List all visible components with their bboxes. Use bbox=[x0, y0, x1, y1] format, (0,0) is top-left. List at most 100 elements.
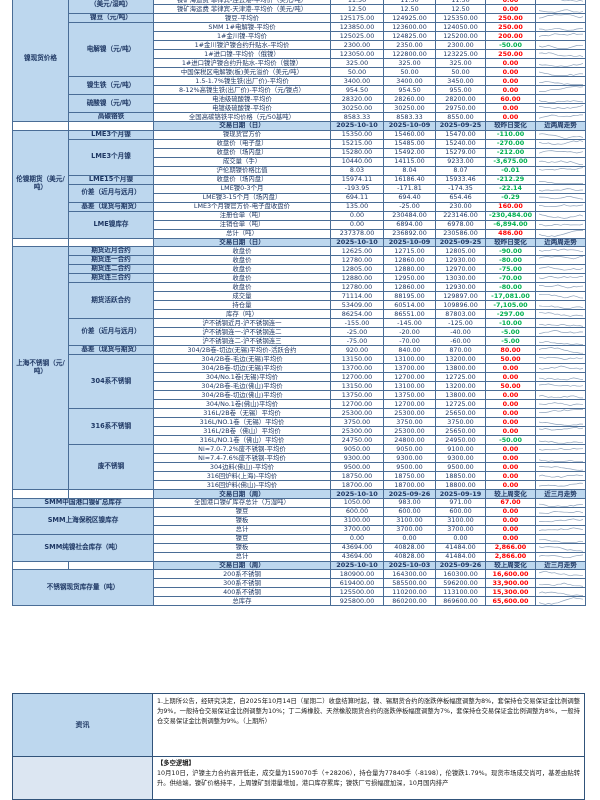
value-cell: 8.04 bbox=[383, 165, 436, 176]
date-header-date: 2025-09-26 bbox=[435, 560, 486, 571]
data-row: 总库存 925800.00 860200.00 869600.00 65,600.00 bbox=[13, 596, 586, 607]
value-cell: 125350.00 bbox=[435, 13, 486, 23]
subgroup-label-cell: 期货连三合约 bbox=[68, 273, 154, 284]
value-cell: 9300.00 bbox=[383, 453, 436, 464]
value-cell: 920.00 bbox=[330, 345, 384, 356]
value-cell: 585500.00 bbox=[383, 578, 436, 589]
group-label-cell: 伦镍期货（美元/吨） bbox=[12, 129, 69, 239]
data-row: 上海不锈钢（元/吨） 期货近月合约 收盘价 12625.00 12715.00 12805… bbox=[12, 246, 586, 491]
trend-sparkline bbox=[535, 103, 586, 113]
trend-sparkline bbox=[535, 112, 586, 122]
data-row: 不锈钢现货库存量（吨） 200系不锈钢 180900.00 164300.00 1603… bbox=[12, 569, 586, 607]
data-row: 镍生铁（元/吨） 1.5-1.7%镍生铁(出厂价)-平均价 3400.00 3400.… bbox=[13, 76, 586, 95]
trend-header-label: 近三月走势 bbox=[535, 560, 586, 571]
trend-sparkline bbox=[535, 309, 586, 320]
trend-sparkline bbox=[535, 462, 586, 473]
sparkline-icon bbox=[538, 324, 583, 327]
indicator-label-cell: 成交量（手） bbox=[153, 156, 331, 167]
value-cell: 30250.00 bbox=[383, 103, 436, 113]
change-cell: -80.00 bbox=[485, 255, 536, 266]
value-cell: 600.00 bbox=[330, 506, 384, 517]
value-cell: 2300.00 bbox=[330, 40, 384, 50]
indicator-label-cell: 成交量 bbox=[153, 291, 331, 302]
value-cell: 12700.00 bbox=[330, 399, 384, 410]
value-cell: 123850.00 bbox=[330, 22, 384, 32]
value-cell: 230484.00 bbox=[383, 210, 436, 221]
news-item-text: 1.上期所公告，经研究决定，自2025年10月14日（星期二）收盘结算时起，镍、… bbox=[153, 693, 585, 757]
trend-sparkline bbox=[535, 533, 586, 544]
sparkline-icon bbox=[538, 14, 583, 19]
date-header-date: 2025-10-10 bbox=[330, 237, 384, 248]
value-cell: 12700.00 bbox=[383, 399, 436, 410]
value-cell: 25650.00 bbox=[435, 408, 486, 419]
change-cell: 50.00 bbox=[485, 354, 536, 365]
change-cell: 50.00 bbox=[485, 381, 536, 392]
value-cell: 13700.00 bbox=[383, 363, 436, 374]
indicator-label-cell: 沪不锈钢连一-沪不锈钢连二 bbox=[153, 327, 331, 338]
change-cell: 0.00 bbox=[485, 408, 536, 419]
data-row: 镍豆（元/吨） 镍豆-平均价 125175.00 124925.00 125350.00… bbox=[13, 13, 586, 23]
trend-sparkline bbox=[535, 94, 586, 104]
date-header-date: 2025-09-19 bbox=[435, 489, 486, 499]
value-cell: 12715.00 bbox=[383, 246, 436, 257]
indicator-label-cell: 收盘价 bbox=[153, 273, 331, 284]
data-row: SMM上海保税区镍库存 镍豆 600.00 600.00 600.00 0.00 bbox=[12, 506, 586, 535]
sparkline-icon bbox=[538, 100, 583, 103]
value-cell: 0.00 bbox=[330, 219, 384, 230]
sparkline-icon bbox=[538, 213, 583, 219]
value-cell: 3450.00 bbox=[435, 76, 486, 86]
value-cell: 325.00 bbox=[435, 58, 486, 68]
trend-sparkline bbox=[535, 551, 586, 562]
subgroup-label-cell: 期货活跃合约 bbox=[68, 282, 154, 320]
sparkline-icon bbox=[538, 71, 583, 76]
header-empty-cell bbox=[68, 560, 154, 571]
value-cell: 125500.00 bbox=[330, 587, 384, 598]
subgroup-label-cell: 电解镍（元/吨） bbox=[68, 22, 154, 77]
trend-header-label: 近两周走势 bbox=[535, 237, 586, 248]
data-row: 316回炉料(佛山)-平均价 18700.00 18700.00 18800.00 0.… bbox=[13, 480, 586, 491]
subgroup-label-cell: LME镍库存 bbox=[68, 210, 154, 239]
change-cell: 0.00 bbox=[485, 58, 536, 68]
value-cell: 3400.00 bbox=[330, 76, 384, 86]
indicator-label-cell: 304边料(佛山)-平均价 bbox=[153, 462, 331, 473]
value-cell: 3700.00 bbox=[330, 524, 384, 535]
trend-header-label: 近三月走势 bbox=[535, 489, 586, 499]
indicator-label-cell: 200系不锈钢 bbox=[153, 569, 331, 580]
trend-sparkline bbox=[535, 129, 586, 140]
value-cell: 15240.00 bbox=[435, 138, 486, 149]
value-cell: 29750.00 bbox=[435, 103, 486, 113]
indicator-label-cell: 收盘价 bbox=[153, 255, 331, 266]
value-cell: -155.00 bbox=[330, 318, 384, 329]
sparkline-icon bbox=[538, 377, 583, 381]
change-cell: 67.00 bbox=[485, 497, 536, 508]
data-row: 镍矿海运费 菲律宾-天津港-平均价（美元/吨） 12.50 12.50 12.50 0.… bbox=[13, 4, 586, 14]
sparkline-icon bbox=[559, 0, 583, 2]
sparkline-icon bbox=[538, 203, 583, 207]
value-cell: 15350.00 bbox=[330, 129, 384, 140]
value-cell: 122800.00 bbox=[383, 49, 436, 59]
value-cell: 124050.00 bbox=[435, 22, 486, 32]
subgroup-label-cell: 期货连二合约 bbox=[68, 264, 154, 275]
value-cell: 13150.00 bbox=[330, 354, 384, 365]
indicator-label-cell: LME3个月镍官方价-电子盘收盘价 bbox=[153, 201, 331, 212]
value-cell: 870.00 bbox=[435, 345, 486, 356]
value-cell: 18700.00 bbox=[383, 480, 436, 491]
subgroup-label-cell: 期货近月合约 bbox=[68, 246, 154, 257]
change-cell: 0.00 bbox=[485, 103, 536, 113]
change-cell: 33,900.00 bbox=[485, 578, 536, 589]
indicator-label-cell: 全国高碳铬铁平均价格（元/50基吨） bbox=[153, 112, 331, 122]
trend-sparkline bbox=[535, 426, 586, 437]
subgroup-label-cell: 废不锈钢 bbox=[68, 444, 154, 491]
change-cell: 250.00 bbox=[485, 13, 536, 23]
value-cell: 30250.00 bbox=[330, 103, 384, 113]
trend-sparkline bbox=[535, 515, 586, 526]
sparkline-icon bbox=[538, 305, 583, 309]
value-cell: 40828.00 bbox=[383, 551, 436, 562]
value-cell: -25.00 bbox=[330, 327, 384, 338]
data-row: 成交量（手） 10440.00 14115.00 9233.00 -3,675.00 bbox=[13, 156, 586, 167]
change-cell: 80.00 bbox=[485, 345, 536, 356]
sparkline-icon bbox=[538, 44, 583, 49]
value-cell: 50.00 bbox=[383, 67, 436, 77]
subgroup-label-cell: 基差（现货与期货） bbox=[68, 345, 154, 356]
trend-sparkline bbox=[535, 291, 586, 302]
